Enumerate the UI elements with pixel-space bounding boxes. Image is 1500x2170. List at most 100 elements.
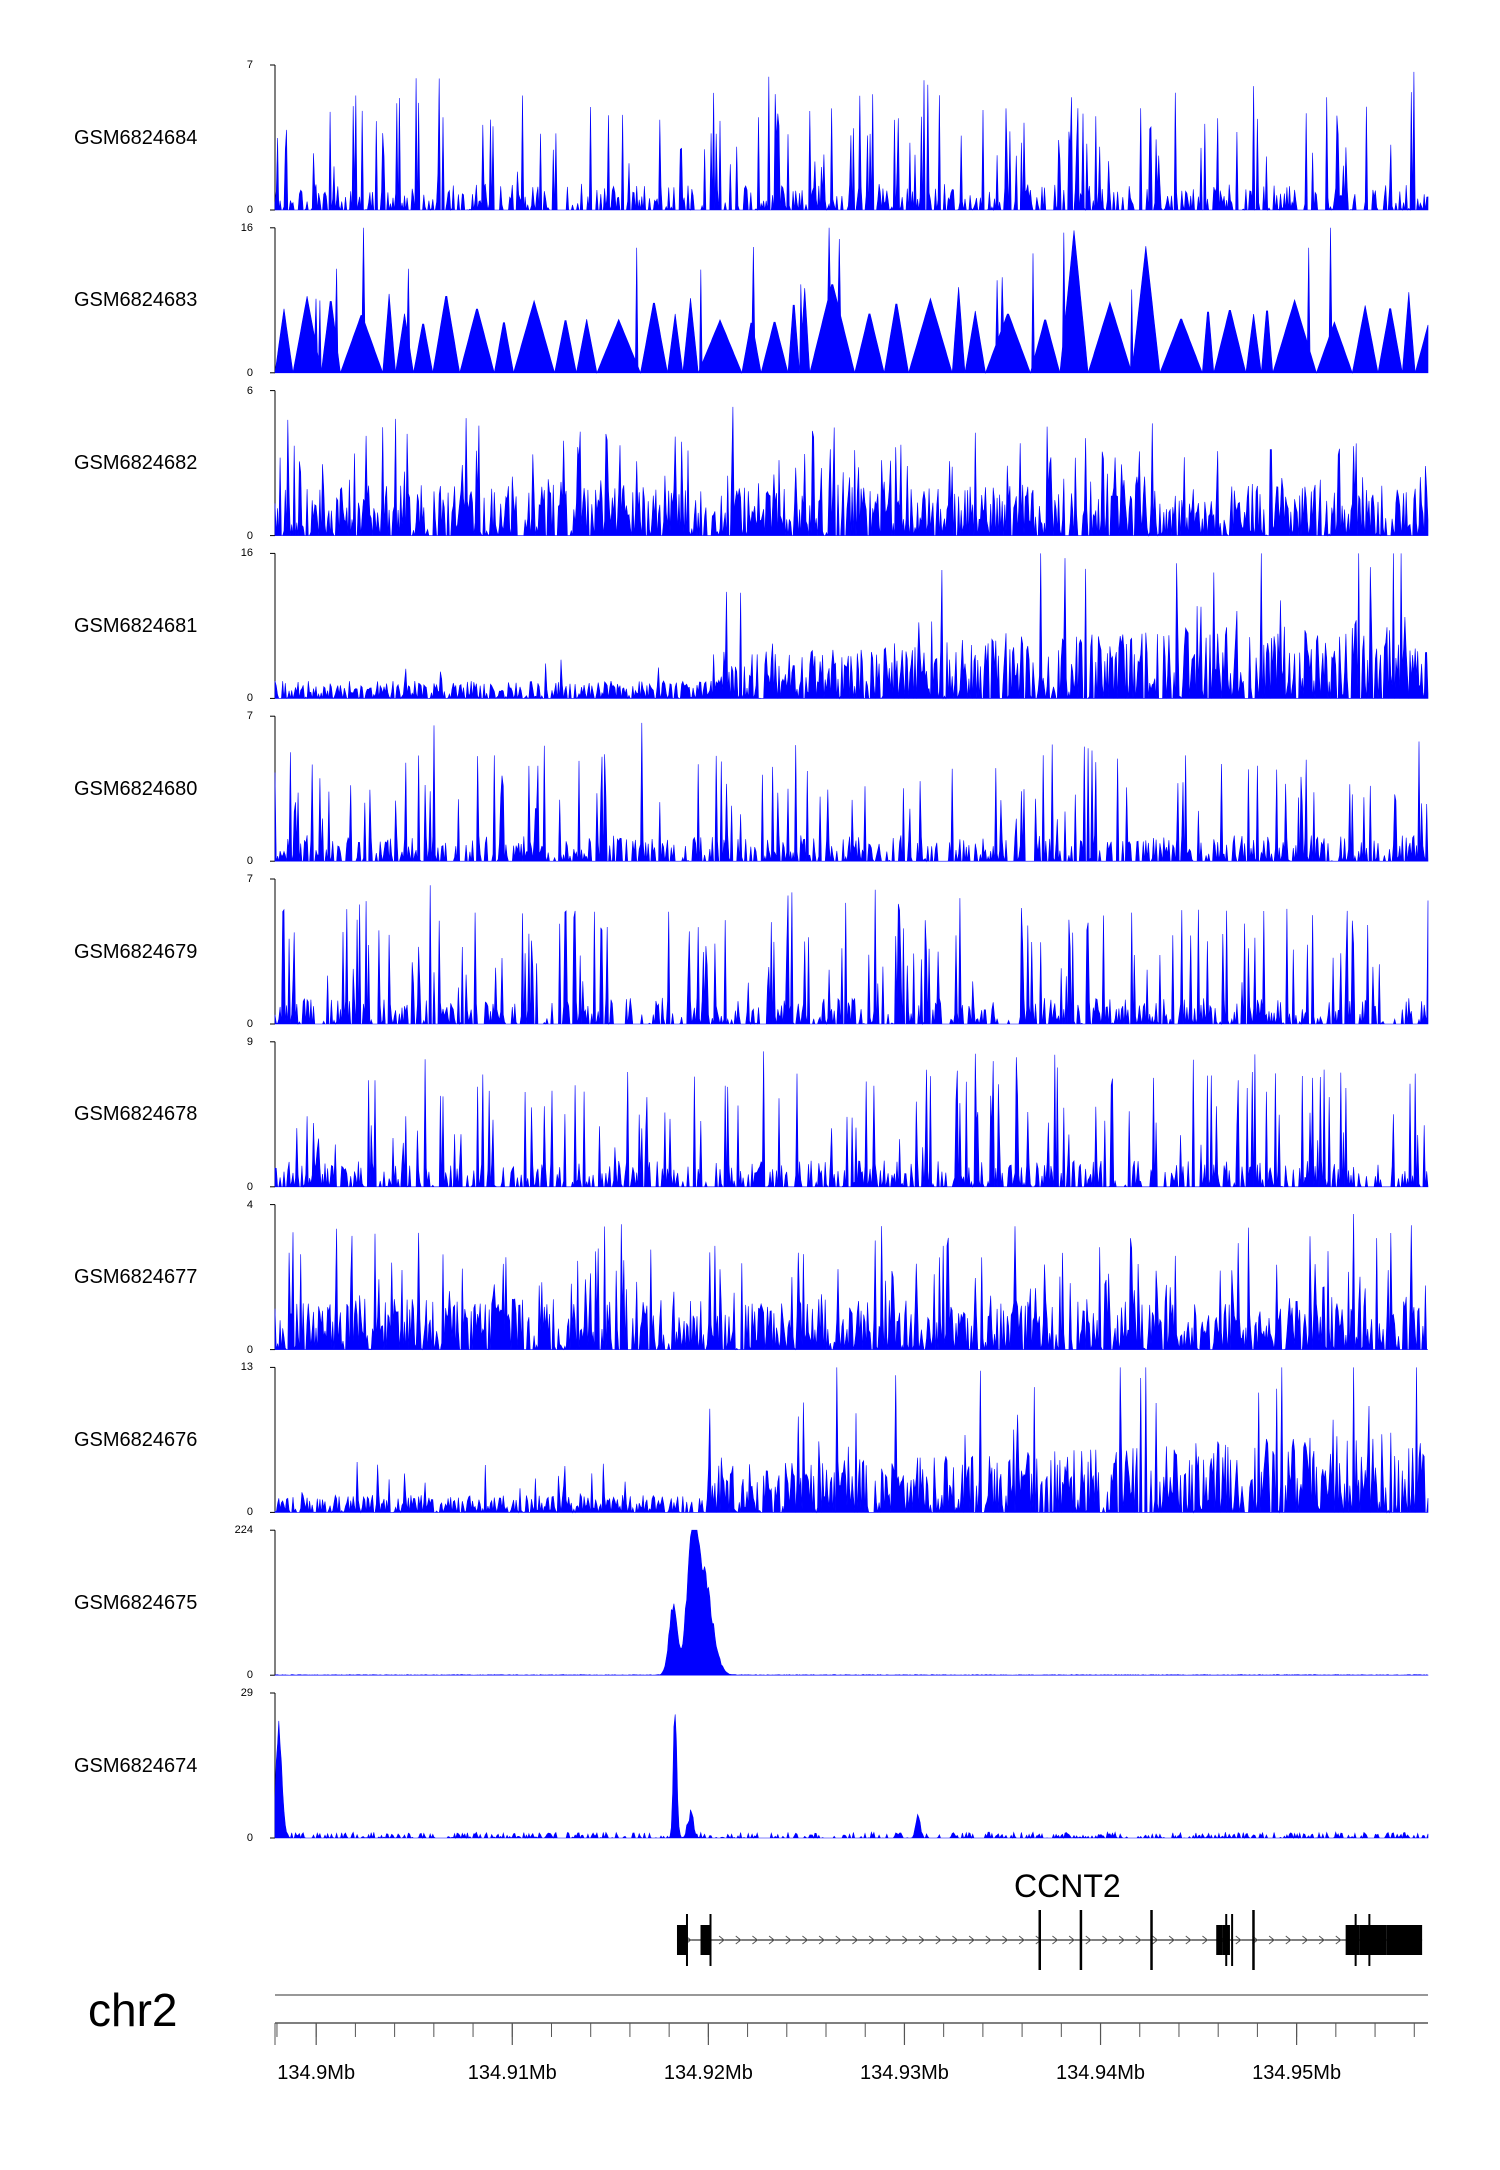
track-GSM6824680 bbox=[270, 715, 1429, 863]
track-name-GSM6824682: GSM6824682 bbox=[74, 452, 198, 475]
track-ymax-label: 224 bbox=[234, 1524, 253, 1537]
track-ymin-label: 0 bbox=[246, 1669, 253, 1682]
strand-arrow bbox=[752, 1935, 759, 1945]
track-ymax-label: 7 bbox=[246, 710, 253, 723]
track-GSM6824681 bbox=[270, 552, 1429, 700]
track-ymin-label: 0 bbox=[246, 1506, 253, 1519]
exon bbox=[1359, 1925, 1387, 1955]
strand-arrow bbox=[1102, 1935, 1109, 1945]
coverage-area-GSM6824681 bbox=[274, 553, 1429, 700]
track-ymin-label: 0 bbox=[246, 1180, 253, 1193]
coverage-area-GSM6824676 bbox=[274, 1367, 1429, 1514]
track-GSM6824679 bbox=[270, 878, 1429, 1026]
exon bbox=[676, 1925, 687, 1955]
strand-arrow bbox=[1235, 1935, 1242, 1945]
chromosome-label: chr2 bbox=[88, 1984, 178, 2036]
axis-tick-label: 134.95Mb bbox=[1252, 2062, 1342, 2084]
strand-arrow bbox=[902, 1935, 909, 1945]
axis-tick-label: 134.93Mb bbox=[859, 2062, 949, 2084]
track-name-GSM6824683: GSM6824683 bbox=[74, 289, 198, 312]
track-ymax-label: 4 bbox=[246, 1198, 253, 1211]
axis-tick-label: 134.9Mb bbox=[277, 2062, 356, 2084]
coverage-area-GSM6824679 bbox=[274, 885, 1429, 1026]
strand-arrow bbox=[985, 1935, 992, 1945]
strand-arrow bbox=[818, 1935, 825, 1945]
axis-tick-label: 134.92Mb bbox=[663, 2062, 753, 2084]
track-ymax-label: 29 bbox=[240, 1687, 253, 1699]
coverage-area-GSM6824674 bbox=[274, 1714, 1429, 1840]
track-ymin-label: 0 bbox=[246, 1832, 253, 1844]
strand-arrow bbox=[935, 1935, 942, 1945]
strand-arrow bbox=[918, 1935, 925, 1945]
strand-arrow bbox=[1168, 1935, 1175, 1945]
strand-arrow bbox=[1085, 1935, 1092, 1945]
strand-arrow bbox=[952, 1935, 959, 1945]
strand-arrow bbox=[1068, 1935, 1075, 1945]
track-GSM6824684 bbox=[270, 64, 1429, 212]
strand-arrow bbox=[768, 1935, 775, 1945]
exon bbox=[1222, 1925, 1230, 1955]
exon bbox=[700, 1925, 711, 1955]
track-ymin-label: 0 bbox=[246, 366, 253, 379]
track-ymin-label: 0 bbox=[246, 692, 253, 705]
strand-arrow bbox=[1302, 1935, 1309, 1945]
axis-tick-label: 134.91Mb bbox=[467, 2062, 557, 2084]
axis-tick-label: 134.94Mb bbox=[1056, 2062, 1146, 2084]
track-GSM6824683 bbox=[270, 227, 1429, 374]
track-ymax-label: 16 bbox=[240, 547, 253, 560]
track-ymax-label: 7 bbox=[246, 59, 253, 71]
strand-arrow bbox=[1185, 1935, 1192, 1945]
strand-arrow bbox=[1052, 1935, 1059, 1945]
track-ymax-label: 13 bbox=[240, 1361, 253, 1374]
strand-arrow bbox=[868, 1935, 875, 1945]
coverage-area-GSM6824677 bbox=[274, 1213, 1428, 1351]
strand-arrow bbox=[1335, 1935, 1342, 1945]
exon bbox=[1386, 1925, 1423, 1955]
gene-label: CCNT2 bbox=[1014, 1868, 1121, 1904]
strand-arrow bbox=[1268, 1935, 1275, 1945]
strand-arrow bbox=[718, 1935, 725, 1945]
exon bbox=[1345, 1925, 1360, 1955]
exon bbox=[1216, 1925, 1223, 1955]
strand-arrow bbox=[785, 1935, 792, 1945]
track-name-GSM6824679: GSM6824679 bbox=[74, 940, 198, 963]
track-GSM6824676 bbox=[270, 1366, 1429, 1514]
track-name-GSM6824680: GSM6824680 bbox=[74, 777, 198, 800]
coverage-area-GSM6824675 bbox=[274, 1529, 1429, 1676]
strand-arrow bbox=[968, 1935, 975, 1945]
coverage-area-GSM6824680 bbox=[274, 722, 1429, 863]
coverage-area-GSM6824684 bbox=[274, 71, 1429, 212]
track-GSM6824682 bbox=[270, 390, 1429, 537]
strand-arrow bbox=[1018, 1935, 1025, 1945]
strand-arrow bbox=[1202, 1935, 1209, 1945]
strand-arrow bbox=[1135, 1935, 1142, 1945]
track-ymin-label: 0 bbox=[246, 1018, 253, 1030]
strand-arrow bbox=[802, 1935, 809, 1945]
coverage-area-GSM6824678 bbox=[274, 1051, 1429, 1188]
strand-arrow bbox=[1152, 1935, 1159, 1945]
strand-arrow bbox=[835, 1935, 842, 1945]
coverage-area-GSM6824683 bbox=[274, 227, 1429, 374]
track-name-GSM6824675: GSM6824675 bbox=[74, 1591, 198, 1614]
track-ymin-label: 0 bbox=[246, 204, 253, 216]
track-name-GSM6824684: GSM6824684 bbox=[74, 126, 198, 149]
track-ymax-label: 6 bbox=[246, 384, 253, 397]
strand-arrow bbox=[885, 1935, 892, 1945]
track-name-GSM6824674: GSM6824674 bbox=[74, 1754, 198, 1777]
strand-arrow bbox=[1118, 1935, 1125, 1945]
track-name-GSM6824676: GSM6824676 bbox=[74, 1428, 198, 1451]
track-name-GSM6824678: GSM6824678 bbox=[74, 1103, 198, 1126]
track-name-GSM6824681: GSM6824681 bbox=[74, 614, 198, 637]
strand-arrow bbox=[1002, 1935, 1009, 1945]
strand-arrow bbox=[1285, 1935, 1292, 1945]
track-ymax-label: 9 bbox=[246, 1035, 253, 1048]
track-name-GSM6824677: GSM6824677 bbox=[74, 1266, 198, 1289]
track-ymax-label: 7 bbox=[246, 873, 253, 885]
strand-arrow bbox=[852, 1935, 859, 1945]
track-ymin-label: 0 bbox=[246, 529, 253, 542]
track-GSM6824677 bbox=[270, 1204, 1428, 1351]
gene-model-CCNT2 bbox=[676, 1910, 1423, 1970]
track-ymin-label: 0 bbox=[246, 855, 253, 868]
